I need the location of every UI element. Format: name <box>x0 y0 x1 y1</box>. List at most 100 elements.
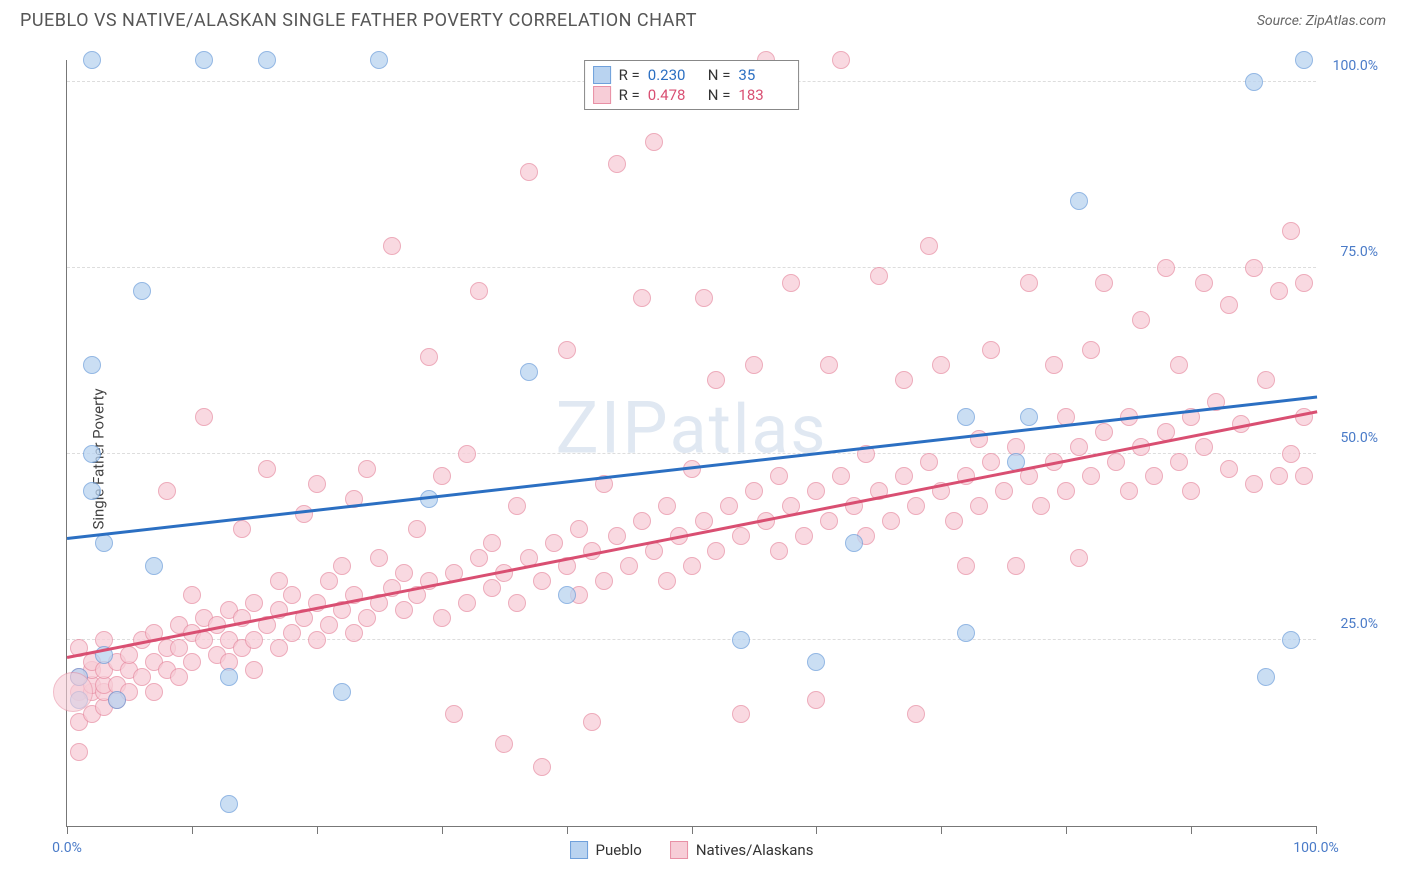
data-point-natives <box>1195 438 1213 456</box>
data-point-natives <box>1082 467 1100 485</box>
x-tick <box>317 826 318 834</box>
data-point-natives <box>1095 423 1113 441</box>
data-point-natives <box>907 705 925 723</box>
data-point-natives <box>683 557 701 575</box>
data-point-natives <box>358 609 376 627</box>
data-point-natives <box>483 579 501 597</box>
stats-legend: R = 0.230 N = 35 R = 0.478 N = 183 <box>584 60 800 110</box>
data-point-natives <box>1295 467 1313 485</box>
legend-item-natives: Natives/Alaskans <box>670 841 814 859</box>
natives-swatch-icon <box>593 86 611 104</box>
data-point-natives <box>433 609 451 627</box>
data-point-natives <box>170 639 188 657</box>
legend-item-pueblo: Pueblo <box>570 841 642 859</box>
data-point-natives <box>895 371 913 389</box>
data-point-natives <box>820 512 838 530</box>
data-point-natives <box>283 624 301 642</box>
data-point-natives <box>370 549 388 567</box>
natives-r-value: 0.478 <box>648 86 700 104</box>
data-point-pueblo <box>220 795 238 813</box>
data-point-pueblo <box>95 534 113 552</box>
data-point-natives <box>258 460 276 478</box>
data-point-natives <box>470 282 488 300</box>
data-point-natives <box>1145 467 1163 485</box>
data-point-pueblo <box>732 631 750 649</box>
x-tick <box>567 826 568 834</box>
data-point-natives <box>245 661 263 679</box>
data-point-natives <box>1057 482 1075 500</box>
data-point-natives <box>1082 341 1100 359</box>
data-point-natives <box>320 616 338 634</box>
data-point-natives <box>745 356 763 374</box>
data-point-natives <box>333 557 351 575</box>
grid-line <box>67 267 1316 268</box>
data-point-natives <box>770 542 788 560</box>
natives-n-value: 183 <box>738 86 790 104</box>
data-point-natives <box>445 705 463 723</box>
series-legend: Pueblo Natives/Alaskans <box>570 841 814 859</box>
data-point-natives <box>133 668 151 686</box>
data-point-natives <box>1032 497 1050 515</box>
data-point-natives <box>1245 259 1263 277</box>
data-point-natives <box>570 520 588 538</box>
data-point-natives <box>732 705 750 723</box>
x-tick <box>192 826 193 834</box>
data-point-pueblo <box>333 683 351 701</box>
data-point-natives <box>1282 445 1300 463</box>
natives-swatch-icon <box>670 841 688 859</box>
trend-line-pueblo <box>67 395 1317 539</box>
pueblo-swatch-icon <box>570 841 588 859</box>
data-point-natives <box>183 653 201 671</box>
data-point-natives <box>1107 453 1125 471</box>
data-point-natives <box>1295 274 1313 292</box>
data-point-natives <box>658 497 676 515</box>
data-point-natives <box>183 586 201 604</box>
data-point-natives <box>408 520 426 538</box>
data-cluster <box>53 672 93 712</box>
x-tick <box>1316 826 1317 834</box>
pueblo-swatch-icon <box>593 66 611 84</box>
data-point-natives <box>195 408 213 426</box>
y-tick-label: 75.0% <box>1340 244 1378 260</box>
data-point-natives <box>233 520 251 538</box>
data-point-natives <box>270 639 288 657</box>
data-point-natives <box>782 274 800 292</box>
data-point-natives <box>1170 453 1188 471</box>
data-point-natives <box>807 482 825 500</box>
data-point-pueblo <box>845 534 863 552</box>
data-point-natives <box>170 668 188 686</box>
data-point-natives <box>358 460 376 478</box>
data-point-natives <box>1282 222 1300 240</box>
x-tick <box>1191 826 1192 834</box>
data-point-natives <box>645 542 663 560</box>
x-tick <box>442 826 443 834</box>
data-point-natives <box>645 133 663 151</box>
legend-label-pueblo: Pueblo <box>596 841 642 859</box>
data-point-natives <box>283 586 301 604</box>
data-point-pueblo <box>1282 631 1300 649</box>
x-tick-label: 100.0% <box>1293 840 1338 856</box>
data-point-pueblo <box>558 586 576 604</box>
data-point-natives <box>920 237 938 255</box>
data-point-natives <box>982 341 1000 359</box>
y-tick-label: 100.0% <box>1333 58 1378 74</box>
data-point-pueblo <box>1020 408 1038 426</box>
data-point-natives <box>1157 259 1175 277</box>
data-point-natives <box>1170 356 1188 374</box>
plot-area: ZIPatlas R = 0.230 N = 35 R = 0.478 N = … <box>66 60 1316 827</box>
data-point-natives <box>658 572 676 590</box>
data-point-natives <box>270 572 288 590</box>
data-point-natives <box>1095 274 1113 292</box>
data-point-natives <box>595 572 613 590</box>
x-tick-label: 0.0% <box>52 840 82 856</box>
data-point-natives <box>533 758 551 776</box>
data-point-natives <box>707 371 725 389</box>
legend-label-natives: Natives/Alaskans <box>696 841 814 859</box>
data-point-pueblo <box>1070 192 1088 210</box>
data-point-pueblo <box>957 408 975 426</box>
x-tick <box>941 826 942 834</box>
data-point-natives <box>608 527 626 545</box>
data-point-natives <box>907 497 925 515</box>
data-point-natives <box>533 572 551 590</box>
data-point-natives <box>1045 356 1063 374</box>
